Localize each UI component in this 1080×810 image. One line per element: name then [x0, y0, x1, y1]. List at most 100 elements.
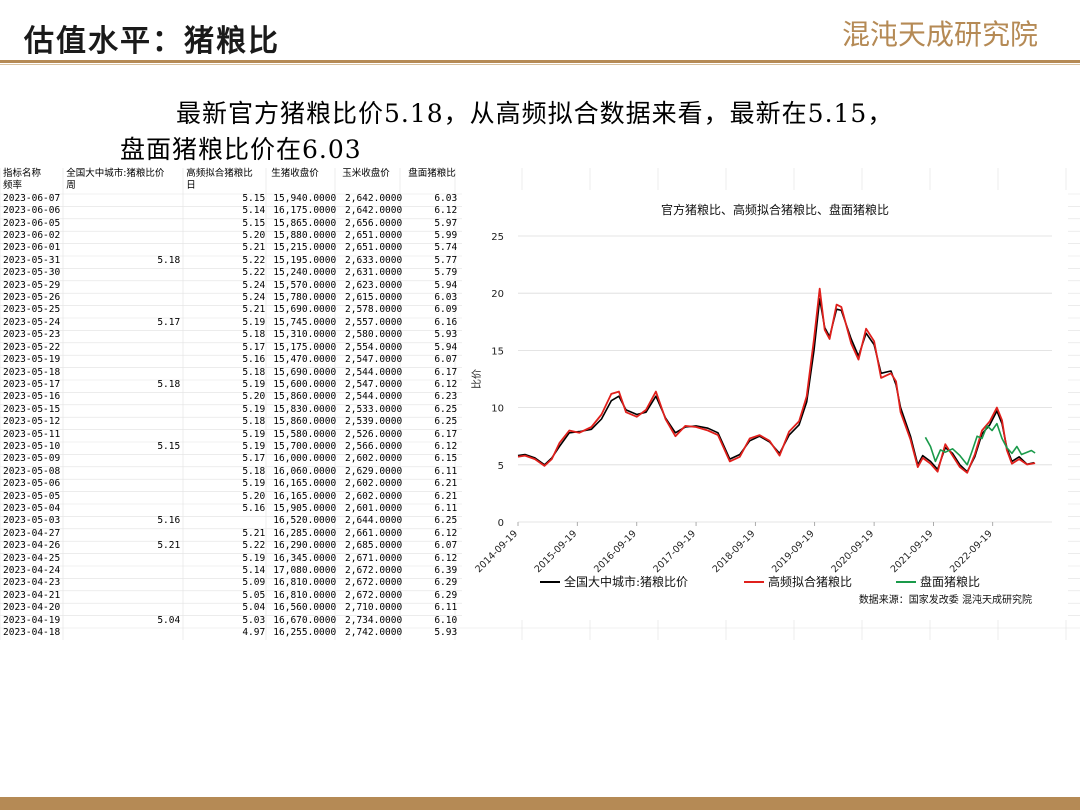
table-cell: 6.17 [434, 428, 458, 440]
table-cell: 6.39 [434, 565, 458, 576]
table-cell: 16,285.0000 [273, 527, 337, 539]
table-cell: 6.25 [434, 515, 458, 527]
table-cell: 2023-04-18 [3, 627, 61, 639]
table-cell: 2,672.0000 [345, 565, 403, 576]
table-row: 2023-05-11 5.19 15,580.0000 2,526.0000 6.17 [0, 429, 460, 441]
table-cell: 6.12 [434, 440, 458, 452]
table-cell: 2023-06-01 [3, 242, 61, 254]
table-cell: 2,526.0000 [345, 428, 403, 440]
table-cell: 2023-04-24 [3, 565, 61, 576]
table-cell [63, 342, 183, 354]
table-cell: 5.74 [434, 242, 458, 254]
brand-logo-text: 混沌天成研究院 [842, 18, 1038, 51]
table-cell: 6.12 [434, 527, 458, 539]
table-cell [63, 242, 183, 254]
table-cell: 15,310.0000 [273, 329, 337, 341]
table-cell: 15,745.0000 [273, 316, 337, 328]
table-cell: 5.04 [242, 602, 266, 614]
table-cell: 2023-05-22 [3, 341, 61, 353]
table-cell: 5.94 [434, 279, 458, 291]
table-cell: 2,539.0000 [345, 416, 403, 428]
table-cell: 6.29 [434, 589, 458, 601]
table-cell: 5.77 [434, 254, 458, 266]
table-row: 2023-05-25 5.21 15,690.0000 2,578.0000 6.09 [0, 304, 460, 316]
table-cell: 5.19 [242, 440, 266, 452]
y-tick-label: 15 [491, 346, 504, 357]
chart-source: 数据来源：国家发改委 混沌天成研究院 [859, 593, 1032, 606]
table-cell: 2,578.0000 [345, 304, 403, 316]
table-cell: 15,905.0000 [273, 502, 337, 514]
table-header-cell: 玉米收盘价 [342, 168, 390, 179]
table-row: 2023-04-25 5.19 16,345.0000 2,671.0000 6.12 [0, 553, 460, 565]
table-frequency-cell: 频率 [3, 180, 23, 192]
table-cell: 2023-04-21 [3, 589, 61, 601]
table-cell: 2023-05-29 [3, 279, 61, 291]
table-cell: 16,255.0000 [273, 627, 337, 639]
table-cell: 5.09 [242, 577, 266, 589]
table-cell: 2,651.0000 [345, 230, 403, 242]
table-cell [63, 416, 183, 428]
table-cell: 2023-05-04 [3, 502, 61, 514]
table-row: 2023-05-03 5.16 16,520.0000 2,644.0000 6.25 [0, 515, 460, 527]
table-cell: 2023-05-10 [3, 440, 61, 452]
table-cell: 2023-06-06 [3, 205, 61, 217]
table-cell: 2,633.0000 [345, 254, 403, 266]
table-cell [63, 280, 183, 292]
table-row: 2023-06-01 5.21 15,215.0000 2,651.0000 5.74 [0, 242, 460, 254]
table-cell: 5.79 [434, 267, 458, 279]
table-cell: 2023-06-02 [3, 230, 61, 242]
table-cell [63, 218, 183, 230]
table-header-cell: 指标名称 [3, 168, 42, 179]
table-cell: 6.03 [434, 192, 458, 204]
table-cell: 15,195.0000 [273, 254, 337, 266]
table-row: 2023-04-20 5.04 16,560.0000 2,710.0000 6.11 [0, 602, 460, 614]
table-cell: 5.21 [242, 527, 266, 539]
table-cell: 5.21 [242, 242, 266, 254]
table-header-row: 指标名称 全国大中城市:猪粮比价 高频拟合猪粮比 生猪收盘价 玉米收盘价 盘面猪粮比 [0, 168, 460, 180]
chart-container: 官方猪粮比、高频拟合猪粮比、盘面猪粮比 0 5 10 15 20 25 比价 2014-09-1… [462, 190, 1068, 620]
table-cell: 16,670.0000 [273, 614, 337, 626]
table-cell: 6.25 [434, 416, 458, 428]
table-cell: 15,700.0000 [273, 440, 337, 452]
table-cell: 2023-05-17 [3, 378, 61, 390]
table-cell: 2023-05-23 [3, 329, 61, 341]
table-cell: 2023-05-09 [3, 453, 61, 465]
table-cell: 6.12 [434, 378, 458, 390]
table-row: 2023-05-19 5.16 15,470.0000 2,547.0000 6.07 [0, 354, 460, 366]
summary-line-2: 盘面猪粮比价在6.03 [120, 135, 362, 164]
table-cell: 2023-05-25 [3, 304, 61, 316]
table-cell [63, 466, 183, 478]
table-row: 2023-05-10 5.15 5.19 15,700.0000 2,566.0000 6… [0, 441, 460, 453]
table-cell: 5.19 [242, 378, 266, 390]
table-cell: 2023-05-05 [3, 490, 61, 502]
table-frequency-cell [268, 180, 339, 192]
x-tick-label: 2020-09-19 [829, 528, 876, 575]
table-cell: 5.16 [242, 502, 266, 514]
y-tick-label: 0 [498, 518, 504, 529]
series-line-0 [517, 298, 1035, 473]
page-title: 估值水平：猪粮比 [24, 24, 280, 59]
table-cell: 16,290.0000 [273, 540, 337, 552]
table-cell: 5.18 [157, 254, 181, 266]
table-cell: 5.03 [242, 614, 266, 626]
table-cell: 2,602.0000 [345, 490, 403, 502]
table-row: 2023-06-07 5.15 15,940.0000 2,642.0000 6.03 [0, 193, 460, 205]
table-cell: 2023-05-11 [3, 428, 61, 440]
table-cell [183, 515, 268, 527]
table-cell: 2023-04-25 [3, 552, 61, 564]
x-tick-label: 2016-09-19 [592, 528, 639, 575]
table-cell: 2,642.0000 [345, 192, 403, 204]
y-tick-label: 10 [491, 404, 504, 415]
table-cell [63, 391, 183, 403]
table-cell: 5.24 [242, 292, 266, 304]
table-cell: 15,600.0000 [273, 378, 337, 390]
x-tick-label: 2019-09-19 [770, 528, 817, 575]
table-cell: 2,742.0000 [345, 627, 403, 639]
table-cell: 6.11 [434, 465, 458, 477]
table-row: 2023-06-06 5.14 16,175.0000 2,642.0000 6.12 [0, 205, 460, 217]
table-row: 2023-05-26 5.24 15,780.0000 2,615.0000 6.03 [0, 292, 460, 304]
x-tick-label: 2014-09-19 [473, 528, 520, 575]
table-row: 2023-05-12 5.18 15,860.0000 2,539.0000 6.25 [0, 416, 460, 428]
table-row: 2023-04-23 5.09 16,810.0000 2,672.0000 6.29 [0, 577, 460, 589]
table-cell: 2023-05-18 [3, 366, 61, 378]
